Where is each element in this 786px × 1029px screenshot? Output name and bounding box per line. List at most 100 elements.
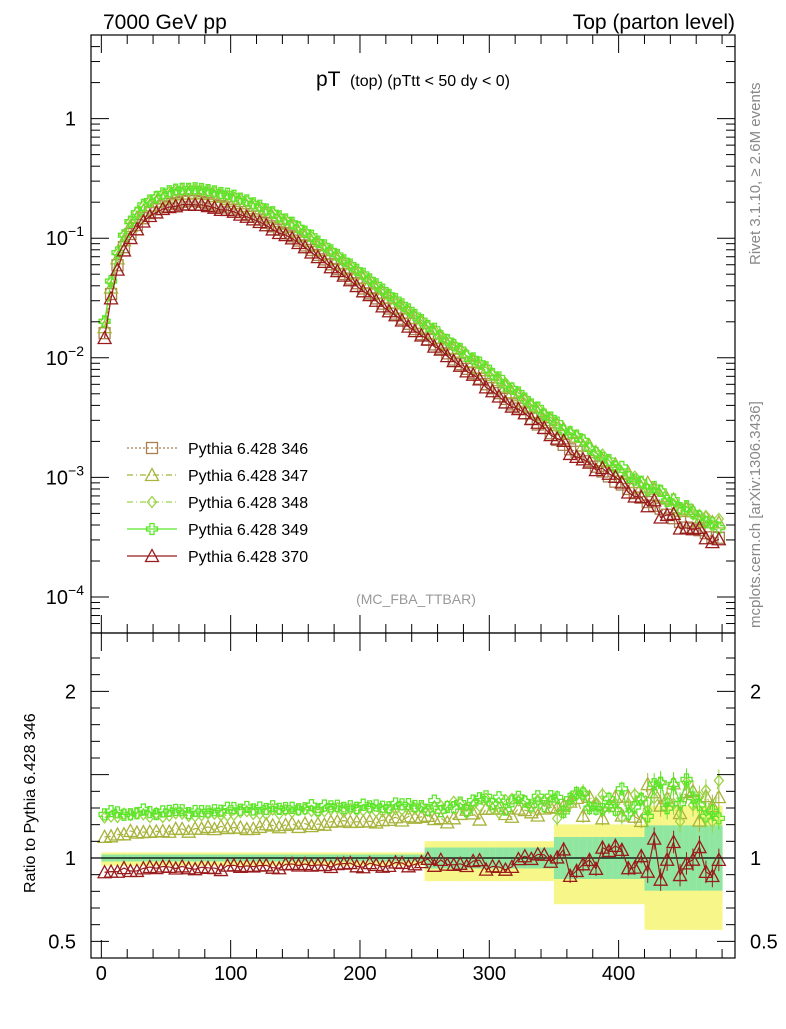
ratio-marker <box>674 814 686 828</box>
series-marker <box>252 214 268 229</box>
ratio-ylabel: Ratio to Pythia 6.428 346 <box>22 713 39 893</box>
legend-marker <box>145 522 159 536</box>
ratio-marker <box>342 855 358 870</box>
ratio-marker <box>627 859 643 874</box>
ratio-marker <box>699 810 713 823</box>
ratio-marker <box>271 860 287 875</box>
series-marker <box>273 210 285 225</box>
ratio-marker <box>161 859 177 874</box>
series-marker <box>408 308 422 322</box>
series-marker <box>357 268 369 282</box>
series-marker <box>96 330 113 345</box>
legend-marker <box>144 467 160 482</box>
ratio-marker <box>640 776 656 791</box>
series-marker <box>704 534 720 549</box>
series-marker <box>601 465 617 480</box>
series-marker <box>206 199 223 214</box>
series-marker <box>112 247 123 261</box>
series-marker <box>622 470 635 484</box>
series-marker <box>227 189 241 202</box>
ratio-marker <box>531 790 544 803</box>
series-marker <box>699 515 713 529</box>
legend-label: Pythia 6.428 347 <box>188 468 308 485</box>
series-marker <box>169 183 182 196</box>
series-marker <box>400 318 417 333</box>
series-marker <box>510 401 526 416</box>
ratio-marker <box>428 794 441 807</box>
series-marker <box>344 258 357 271</box>
ratio-marker <box>551 811 563 826</box>
ratio-marker <box>421 803 435 816</box>
ratio-marker <box>575 856 591 871</box>
ratio-marker <box>344 800 357 813</box>
series-marker <box>711 531 727 546</box>
series-marker <box>473 356 486 369</box>
x-tick-label: 400 <box>602 963 635 985</box>
series-marker <box>633 489 649 504</box>
ratio-marker <box>124 808 137 821</box>
ratio-marker <box>588 860 604 875</box>
series-marker <box>487 368 498 382</box>
ratio-marker <box>433 810 449 825</box>
ratio-marker <box>135 860 151 875</box>
series-marker <box>563 443 577 456</box>
ratio-marker <box>323 859 339 874</box>
series-marker <box>512 386 525 399</box>
ratio-marker <box>213 862 229 877</box>
ratio-marker <box>150 806 162 820</box>
series-marker <box>706 517 719 530</box>
series-marker <box>369 278 383 291</box>
series-marker <box>258 217 274 232</box>
series-marker <box>646 492 662 507</box>
ratio-marker <box>641 810 654 823</box>
series-marker <box>597 448 608 462</box>
ratio-marker <box>711 852 727 867</box>
ratio-marker <box>394 812 410 827</box>
ratio-marker <box>98 808 111 821</box>
x-tick-label: 300 <box>473 963 506 985</box>
ratio-y-tick-label: 1 <box>65 848 76 870</box>
ratio-marker <box>691 839 708 854</box>
ratio-marker <box>278 817 294 832</box>
series-marker <box>712 521 725 534</box>
ratio-marker <box>292 803 305 816</box>
ratio-marker <box>174 821 190 836</box>
ratio-marker <box>678 855 695 870</box>
ratio-marker <box>672 867 688 882</box>
series-marker <box>596 451 609 465</box>
series-marker <box>318 239 331 252</box>
legend-label: Pythia 6.428 370 <box>188 549 308 566</box>
ratio-marker <box>260 802 273 816</box>
series-marker <box>377 284 388 298</box>
series-marker <box>219 202 236 217</box>
series-marker <box>103 290 119 305</box>
rivet-label: Rivet 3.1.10, ≥ 2.6M events <box>747 83 764 266</box>
ratio-marker <box>137 803 150 816</box>
series-marker <box>362 287 378 302</box>
ratio-marker <box>363 800 376 813</box>
series-marker <box>168 198 184 213</box>
ratio-marker <box>653 871 669 886</box>
ratio-marker <box>594 810 611 825</box>
series-marker <box>336 267 352 282</box>
legend-label: Pythia 6.428 346 <box>188 441 308 458</box>
series-marker <box>713 512 725 526</box>
tick-base: 10 <box>46 228 68 250</box>
ratio-marker <box>665 834 682 849</box>
ratio-y-tick-label-right: 1 <box>750 848 761 870</box>
series-marker <box>620 484 636 499</box>
x-tick-label: 200 <box>343 963 376 985</box>
ratio-marker <box>161 823 177 838</box>
ratio-marker <box>607 838 623 853</box>
series-marker <box>201 184 215 197</box>
series-marker <box>395 298 409 311</box>
series-marker <box>557 424 570 437</box>
series-marker <box>641 484 654 497</box>
ratio-marker <box>138 807 149 821</box>
series-marker <box>305 229 318 242</box>
main-y-tick-label: 10−4 <box>46 582 84 609</box>
series-marker <box>685 521 701 536</box>
ratio-marker <box>381 858 397 873</box>
ratio-marker <box>564 797 576 811</box>
series-marker <box>433 341 449 356</box>
